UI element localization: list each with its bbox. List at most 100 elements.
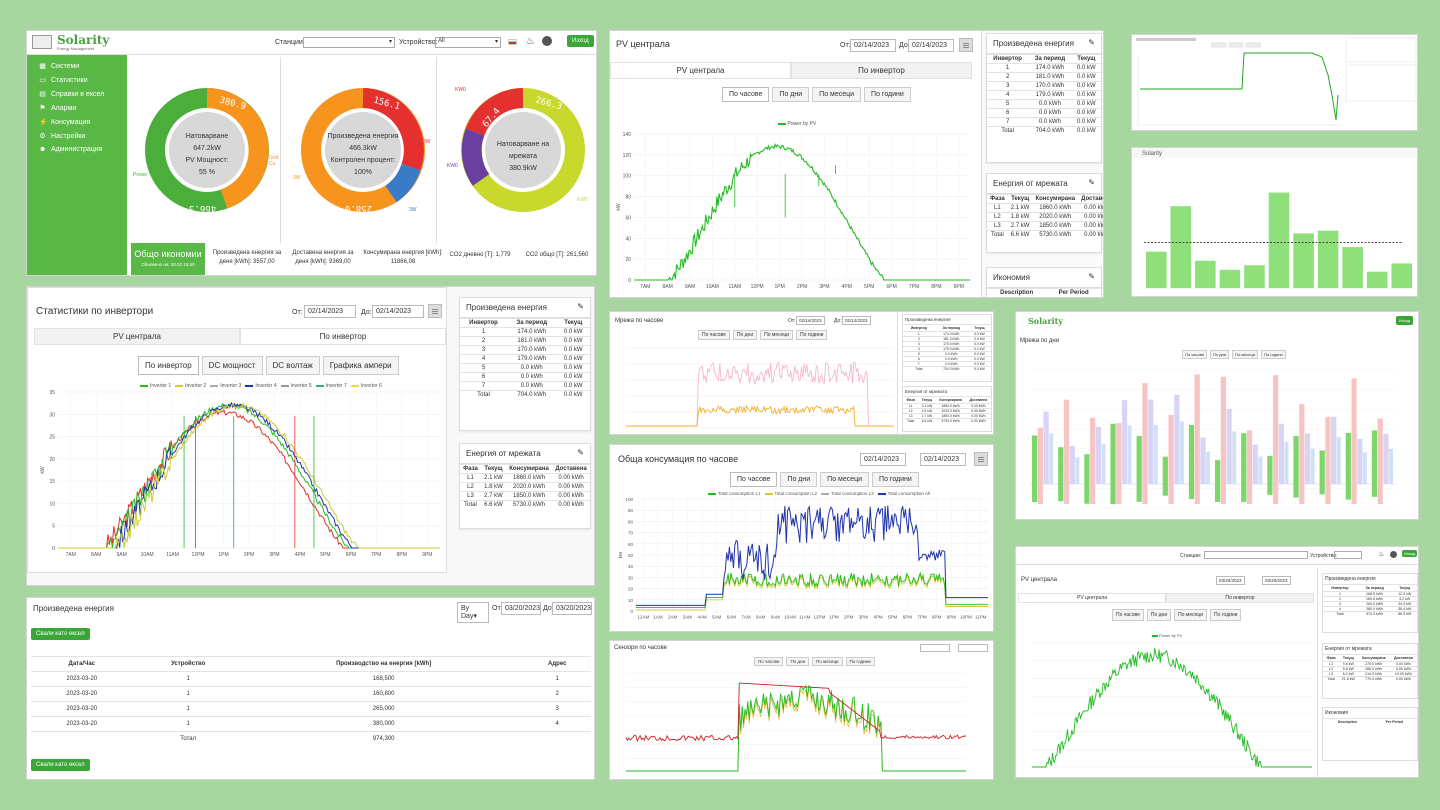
device-select[interactable]: All ▾ bbox=[435, 37, 501, 48]
sidebar-item-systems[interactable]: ▦ Системи bbox=[39, 63, 80, 70]
x-tick-label: 8PM bbox=[932, 615, 942, 620]
btn-by-days[interactable]: По дни bbox=[1210, 350, 1230, 359]
sidebar-item-consumption[interactable]: ⚡ Консумация bbox=[39, 119, 91, 126]
pin-icon[interactable]: ✎ bbox=[1088, 178, 1095, 187]
prodtbl-date-from[interactable]: 03/20/2023 bbox=[501, 602, 541, 615]
btn-by-days[interactable]: По дни bbox=[1146, 609, 1172, 621]
bar-green-neg bbox=[1319, 484, 1325, 495]
pv-menu-button[interactable] bbox=[959, 38, 973, 52]
pv-power-chart: 140 120 100 80 60 40 20 0 7AM 8AM 9AM 10AM 11AM 12PM 1… bbox=[616, 132, 970, 290]
pv2-stations-select[interactable] bbox=[1204, 551, 1308, 559]
user-icon[interactable] bbox=[1390, 551, 1397, 558]
pv-date-to[interactable]: 02/14/2023 bbox=[908, 39, 954, 52]
btn-by-days[interactable]: По дни bbox=[780, 472, 818, 487]
prodtbl-period-select[interactable]: By Day▾ bbox=[457, 602, 489, 623]
flag-icon[interactable] bbox=[508, 39, 517, 45]
gridhour-date-from[interactable]: 02/14/2023 bbox=[796, 316, 825, 325]
btn-by-years[interactable]: По години bbox=[1261, 350, 1286, 359]
pv2-date-to[interactable]: 03/20/2023 bbox=[1262, 576, 1291, 585]
sidebar-item-statistics[interactable]: ▭ Статистики bbox=[39, 77, 88, 84]
btn-by-years[interactable]: По години bbox=[872, 472, 919, 487]
legend-item[interactable]: Inverter 6 bbox=[360, 383, 382, 389]
btn-by-years[interactable]: По години bbox=[845, 657, 875, 666]
tab-pv-central[interactable]: PV централа bbox=[610, 62, 791, 79]
pv2-device-select[interactable] bbox=[1334, 551, 1362, 559]
pv2-title: PV централа bbox=[1021, 577, 1057, 583]
btn-by-hours[interactable]: По часове bbox=[698, 330, 730, 340]
gd-logout-button[interactable]: Изход bbox=[1396, 316, 1414, 325]
legend-item[interactable]: Inverter 3 bbox=[220, 383, 242, 389]
btn-by-years[interactable]: По години bbox=[864, 87, 911, 102]
btn-by-months[interactable]: По месеци bbox=[1174, 609, 1208, 621]
gridhour-date-to[interactable]: 02/14/2023 bbox=[842, 316, 871, 325]
inv-date-to[interactable]: 02/14/2023 bbox=[372, 305, 424, 318]
bar-blue bbox=[1258, 456, 1263, 484]
btn-by-months[interactable]: По месеци bbox=[812, 657, 843, 666]
legend-item[interactable]: Inverter 2 bbox=[185, 383, 207, 389]
inv-date-from[interactable]: 02/14/2023 bbox=[304, 305, 356, 318]
legend-item[interactable]: Inverter 1 bbox=[150, 383, 172, 389]
legend-item[interactable]: Inverter 4 bbox=[255, 383, 277, 389]
btn-by-months[interactable]: По месеци bbox=[820, 472, 870, 487]
btn-by-hours[interactable]: По часове bbox=[754, 657, 784, 666]
tab-pv-central[interactable]: PV централа bbox=[1018, 593, 1166, 603]
sidebar-item-settings[interactable]: ⚙ Настройки bbox=[39, 133, 86, 140]
legend-item[interactable]: Total consumption All bbox=[887, 491, 930, 496]
sens-date-to[interactable] bbox=[958, 644, 988, 652]
tab-by-inverter[interactable]: По инвертор bbox=[240, 328, 446, 345]
tab-by-inverter[interactable]: По инвертор bbox=[1166, 593, 1314, 603]
pin-icon[interactable]: ✎ bbox=[1088, 38, 1095, 47]
pin-icon[interactable]: ✎ bbox=[577, 302, 584, 311]
btn-dc-power[interactable]: DC мощност bbox=[201, 356, 263, 375]
pv2-logout-button[interactable]: Изход bbox=[1402, 550, 1418, 557]
y-tick-label: 30 bbox=[628, 575, 634, 580]
btn-by-months[interactable]: По месеци bbox=[1232, 350, 1259, 359]
pin-icon[interactable]: ✎ bbox=[577, 448, 584, 457]
btn-by-hours[interactable]: По часове bbox=[1112, 609, 1144, 621]
btn-by-days[interactable]: По дни bbox=[786, 657, 810, 666]
btn-by-years[interactable]: По години bbox=[796, 330, 828, 340]
bell-icon[interactable]: ♨ bbox=[526, 36, 535, 47]
table-cell: 0.0 kW bbox=[556, 336, 590, 346]
btn-by-years[interactable]: По години bbox=[1210, 609, 1242, 621]
legend-item[interactable]: Inverter 7 bbox=[325, 383, 347, 389]
btn-by-days[interactable]: По дни bbox=[732, 330, 758, 340]
btn-by-hours[interactable]: По часове bbox=[1182, 350, 1208, 359]
tab-by-inverter[interactable]: По инвертор bbox=[791, 62, 972, 79]
sidebar-item-alarms[interactable]: ⚑ Аларми bbox=[39, 105, 77, 112]
btn-dc-voltage[interactable]: DC волтаж bbox=[265, 356, 320, 375]
legend-item[interactable]: Total consumption L1 bbox=[718, 491, 761, 496]
sens-date-from[interactable] bbox=[920, 644, 950, 652]
btn-by-months[interactable]: По месеци bbox=[812, 87, 862, 102]
hamburger-icon[interactable] bbox=[32, 35, 52, 49]
bell-icon[interactable]: ♨ bbox=[1378, 551, 1385, 558]
pin-icon[interactable]: ✎ bbox=[1088, 272, 1095, 281]
logout-button[interactable]: Изход bbox=[567, 35, 594, 47]
cons-date-from[interactable]: 02/14/2023 bbox=[860, 453, 906, 466]
pv-date-from[interactable]: 02/14/2023 bbox=[850, 39, 896, 52]
btn-by-months[interactable]: По месеци bbox=[760, 330, 794, 340]
legend-item[interactable]: Total consumption L2 bbox=[774, 491, 818, 496]
inv-menu-button[interactable] bbox=[428, 304, 442, 318]
cons-date-to[interactable]: 02/14/2023 bbox=[920, 453, 966, 466]
tab-pv-central[interactable]: PV централа bbox=[34, 328, 240, 345]
cons-buttons: По часове По дни По месеци По години bbox=[730, 472, 922, 487]
export-excel-button-bottom[interactable]: Свали като ексел bbox=[31, 759, 90, 771]
cons-menu-button[interactable] bbox=[974, 452, 988, 466]
user-icon[interactable] bbox=[542, 36, 552, 46]
donut-card-load: 380.9 466.3 Grid Co Power Натоварване 64… bbox=[131, 57, 281, 243]
prodtbl-date-to[interactable]: 03/20/2023 bbox=[552, 602, 592, 615]
btn-by-hours[interactable]: По часове bbox=[730, 472, 778, 487]
sidebar-item-admin[interactable]: ☻ Администрация bbox=[39, 146, 103, 153]
export-excel-button[interactable]: Свали като ексел bbox=[31, 628, 90, 640]
btn-by-hours[interactable]: По часове bbox=[722, 87, 770, 102]
series-line-L1 bbox=[636, 571, 988, 609]
legend-item[interactable]: Inverter 5 bbox=[290, 383, 312, 389]
btn-by-days[interactable]: По дни bbox=[772, 87, 810, 102]
btn-by-inverter[interactable]: По инвертор bbox=[138, 356, 199, 375]
legend-item[interactable]: Total consumption L3 bbox=[831, 491, 874, 496]
sidebar-item-excel-reports[interactable]: ▤ Справки в ексел bbox=[39, 91, 105, 98]
stations-select[interactable]: ▾ bbox=[303, 37, 395, 48]
btn-current-chart[interactable]: Графика ампери bbox=[322, 356, 399, 375]
pv2-date-from[interactable]: 03/20/2023 bbox=[1216, 576, 1245, 585]
